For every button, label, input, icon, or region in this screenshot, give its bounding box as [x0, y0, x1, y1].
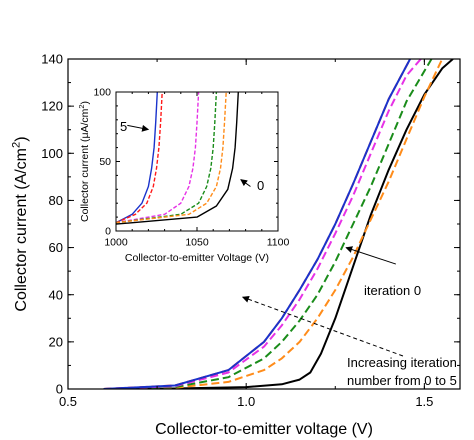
- inset-series-line-2: [116, 92, 200, 224]
- inset-annotation-label-0: 0: [257, 178, 264, 193]
- main-y-tick-label: 80: [49, 193, 63, 208]
- main-series-line-2: [103, 59, 433, 389]
- main-series-line-0: [103, 59, 454, 389]
- annotation-increasing-label-line2: number from 0 to 5: [347, 373, 457, 388]
- main-y-axis-label-tail: ): [13, 136, 30, 141]
- inset-y-axis-label-tail: ): [79, 101, 91, 105]
- main-y-tick-label: 0: [56, 382, 63, 397]
- inset-series-line-0: [116, 92, 158, 224]
- inset-x-tick-label: 1050: [185, 237, 209, 249]
- main-x-tick-label: 1.0: [237, 394, 255, 409]
- main-y-tick-label: 40: [49, 287, 63, 302]
- inset-series-line-5: [116, 92, 239, 225]
- inset-series-group: [116, 92, 239, 225]
- main-chart: 0.5 1.0 1.5020406080100120140Collector-to-…: [11, 52, 461, 438]
- main-y-tick-label: 100: [41, 146, 63, 161]
- main-y-axis-label-main: Collector current (A/cm: [13, 148, 30, 312]
- inset-series-line-3: [116, 92, 218, 224]
- inset-x-tick-label: 1100: [267, 237, 290, 249]
- main-y-tick-label: 60: [49, 240, 63, 255]
- main-series-line-1: [103, 59, 444, 389]
- inset-y-tick-label: 50: [99, 156, 111, 168]
- main-y-axis-label: Collector current (A/cm2): [11, 136, 30, 311]
- annotation-increasing-label-line1: Increasing iteration: [347, 355, 457, 370]
- main-y-tick-label: 140: [41, 52, 63, 67]
- main-y-tick-label: 120: [41, 99, 63, 114]
- annotation-iteration-0-label: iteration 0: [364, 283, 421, 298]
- inset-y-axis-label-main: Collector current (μA/cm: [79, 108, 91, 222]
- main-series-line-5: [103, 59, 411, 389]
- main-y-tick-label: 20: [49, 334, 63, 349]
- inset-y-tick-label: 0: [105, 226, 111, 238]
- inset-y-axis-label: Collector current (μA/cm2): [77, 101, 91, 222]
- inset-annotation-arrow-1: [240, 179, 251, 187]
- inset-x-axis-label: Collector-to-emitter Voltage (V): [125, 252, 269, 264]
- main-x-axis-label: Collector-to-emitter voltage (V): [155, 421, 373, 438]
- annotation-increasing-arrow: [241, 295, 404, 357]
- inset-annotation-label-5: 5: [120, 119, 127, 134]
- main-x-tick-label: 1.5: [415, 394, 433, 409]
- main-x-tick-label: 0.5: [59, 394, 77, 409]
- inset-x-tick-label: 1000: [104, 237, 128, 249]
- inset-y-axis-label-sup: 2: [77, 104, 86, 108]
- inset-annotation-arrow-0: [127, 124, 150, 132]
- main-series-line-3: [103, 59, 422, 389]
- inset-series-line-1: [116, 92, 163, 224]
- main-y-axis-label-sup: 2: [11, 142, 23, 148]
- inset-y-tick-label: 100: [93, 87, 111, 99]
- main-series-group: [103, 59, 454, 389]
- inset-series-line-4: [116, 92, 227, 224]
- annotation-iteration-0-arrow: [345, 246, 397, 265]
